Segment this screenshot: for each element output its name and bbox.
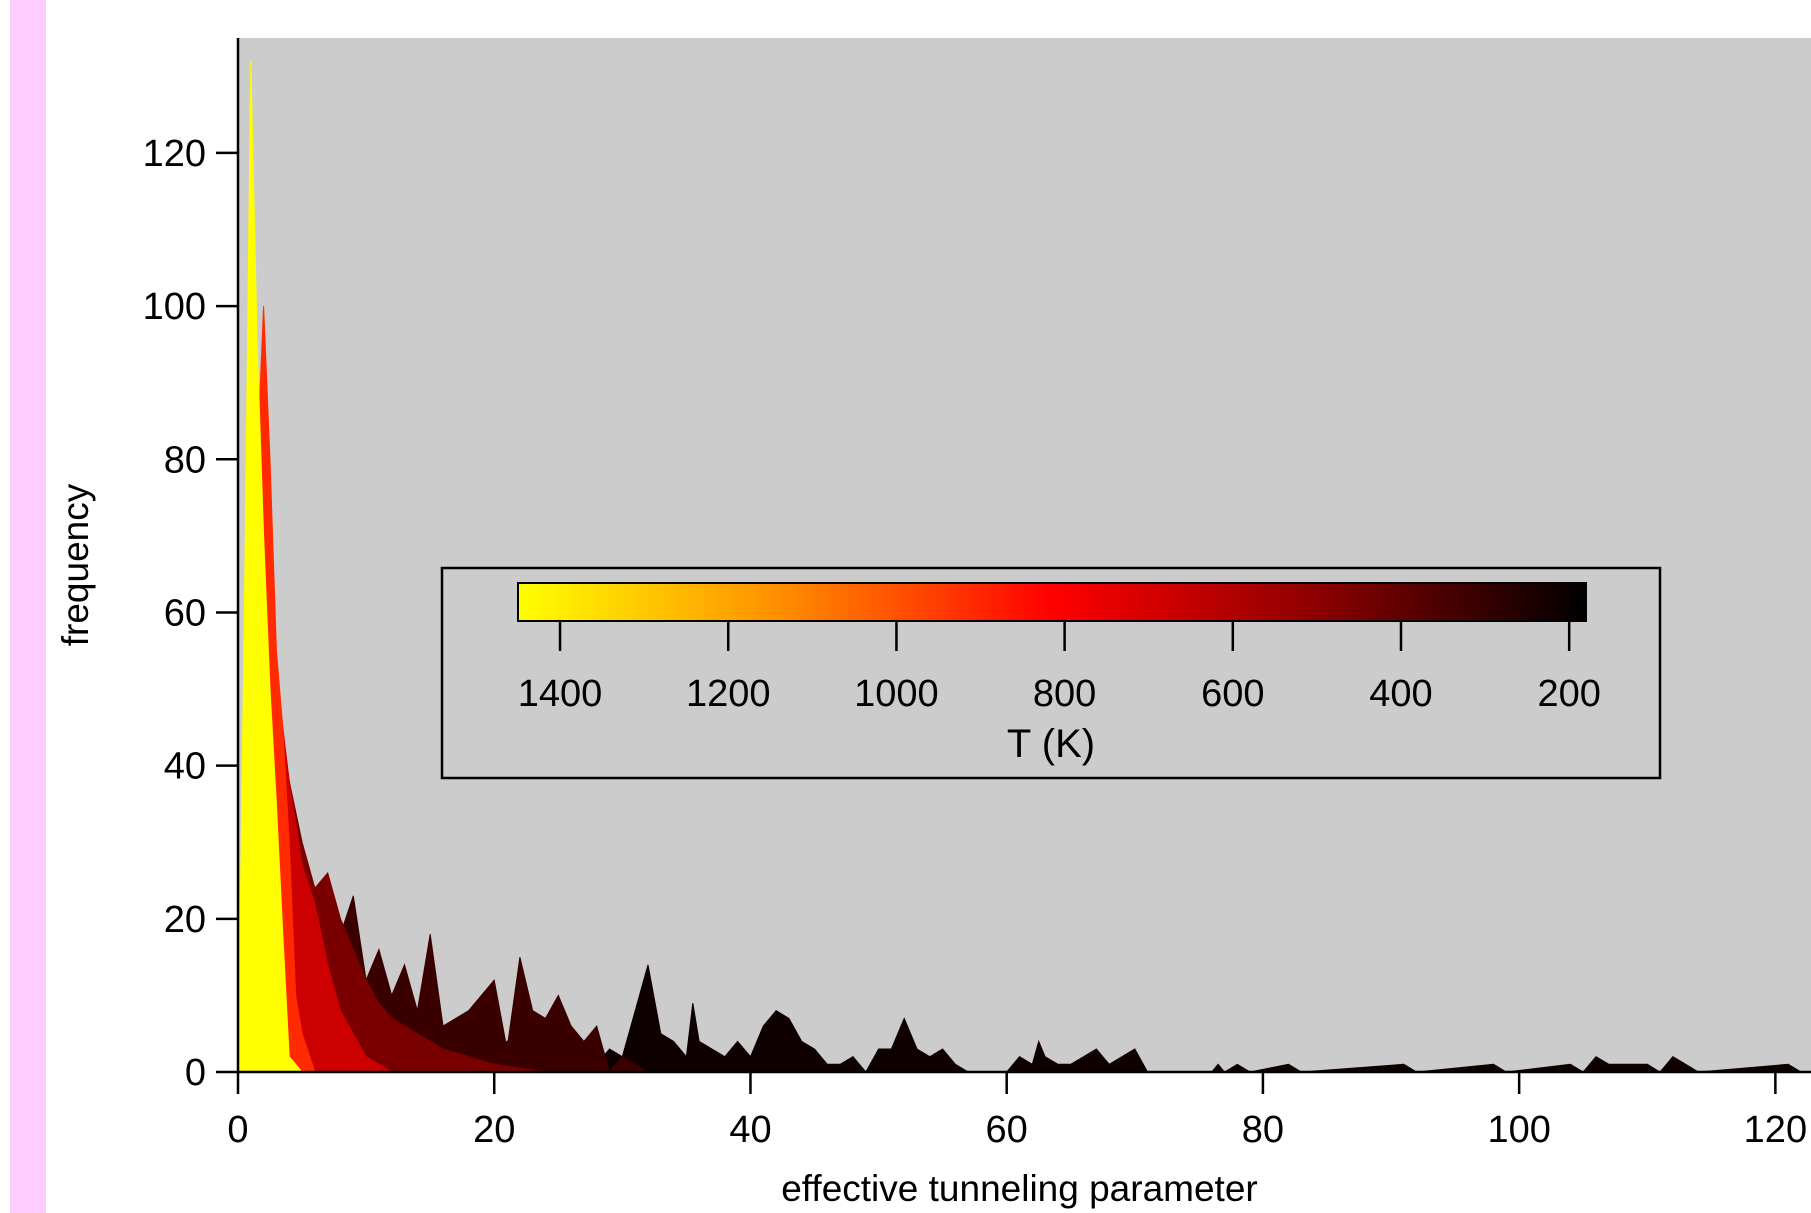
colorbar-tick-label-1000: 1000 <box>854 673 939 715</box>
colorbar-tick-label-1400: 1400 <box>518 673 603 715</box>
x-tick-label-60: 60 <box>986 1109 1028 1151</box>
plot-background <box>238 38 1811 1072</box>
side-strip <box>10 0 46 1213</box>
colorbar-tick-label-200: 200 <box>1537 673 1600 715</box>
x-tick-label-100: 100 <box>1487 1109 1550 1151</box>
colorbar-tick-label-400: 400 <box>1369 673 1432 715</box>
x-tick-label-120: 120 <box>1744 1109 1807 1151</box>
series-T-1400 <box>237 60 304 1073</box>
x-tick-label-40: 40 <box>729 1109 771 1151</box>
y-tick-label-120: 120 <box>143 133 206 175</box>
colorbar-legend: 1400 1200 1000 800 600 400 200 T (K) <box>440 566 1662 780</box>
colorbar-label: T (K) <box>1007 722 1095 766</box>
series-layer <box>237 60 1803 1074</box>
y-tick-label-60: 60 <box>164 592 206 634</box>
colorbar-tick-label-600: 600 <box>1201 673 1264 715</box>
y-axis-label: frequency <box>55 483 96 646</box>
y-tick-label-40: 40 <box>164 746 206 788</box>
y-tick-label-0: 0 <box>185 1052 206 1094</box>
colorbar-frame <box>440 566 1662 780</box>
x-tick-label-20: 20 <box>473 1109 515 1151</box>
x-tick-label-0: 0 <box>227 1109 248 1151</box>
colorbar-tick-label-1200: 1200 <box>686 673 771 715</box>
x-tick-label-80: 80 <box>1242 1109 1284 1151</box>
y-tick-label-20: 20 <box>164 899 206 941</box>
y-tick-label-100: 100 <box>143 286 206 328</box>
y-tick-label-80: 80 <box>164 439 206 481</box>
colorbar-tick-label-800: 800 <box>1033 673 1096 715</box>
x-axis-label: effective tunneling parameter <box>781 1168 1258 1209</box>
colorbar-gradient <box>517 582 1587 622</box>
